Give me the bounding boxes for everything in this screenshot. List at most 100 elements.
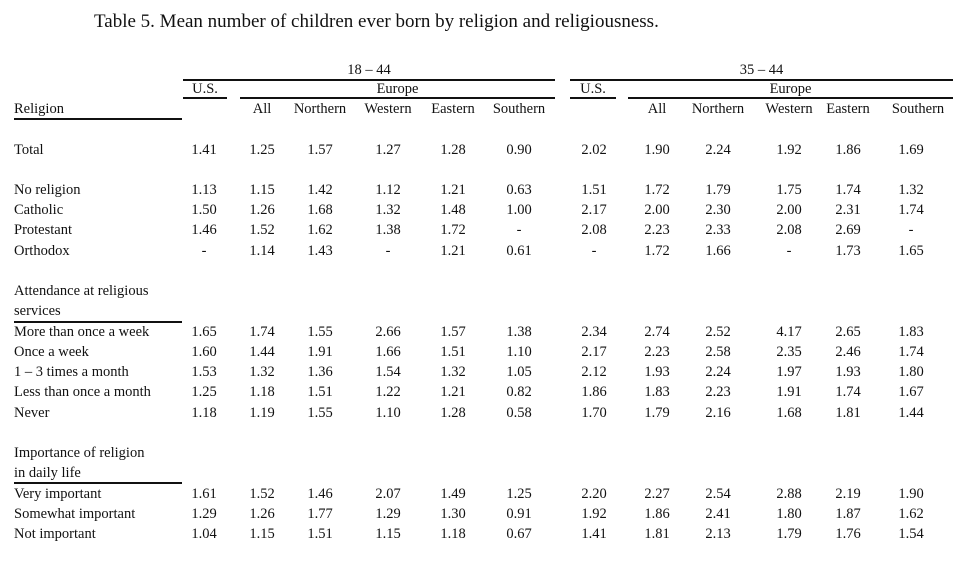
table-cell: 1.19 — [249, 405, 275, 421]
table-cell: 1.80 — [898, 364, 924, 380]
subheader-southern-left: Southern — [492, 101, 546, 117]
table-cell: 0.91 — [506, 506, 532, 522]
row-label: No religion — [14, 182, 81, 198]
table-cell: 1.49 — [440, 486, 466, 502]
table-cell: 1.62 — [898, 506, 924, 522]
table-cell: 1.41 — [191, 142, 217, 158]
table-cell: 1.00 — [506, 202, 532, 218]
table-cell: 2.12 — [581, 364, 607, 380]
row-label: Protestant — [14, 222, 72, 238]
table-cell: 1.18 — [440, 526, 466, 542]
table-cell: 1.74 — [898, 344, 924, 360]
row-label: Once a week — [14, 344, 89, 360]
table-cell: 2.00 — [644, 202, 670, 218]
table-cell: - — [591, 243, 597, 259]
table-cell: 1.81 — [835, 405, 861, 421]
table-cell: 1.13 — [191, 182, 217, 198]
table-cell: 1.10 — [375, 405, 401, 421]
table-cell: 1.52 — [249, 486, 275, 502]
table-cell: 1.41 — [581, 526, 607, 542]
table-cell: 1.73 — [835, 243, 861, 259]
table-cell: 1.66 — [375, 344, 401, 360]
rule-us-right — [570, 97, 616, 99]
table-cell: 0.61 — [506, 243, 532, 259]
table-cell: 2.66 — [375, 324, 401, 340]
section-attendance-line2: services — [14, 303, 61, 319]
subheader-all-right: All — [647, 101, 667, 117]
table-cell: 1.72 — [440, 222, 466, 238]
table-cell: 1.27 — [375, 142, 401, 158]
table-cell: 2.02 — [581, 142, 607, 158]
table-cell: 2.27 — [644, 486, 670, 502]
table-cell: 1.25 — [249, 142, 275, 158]
table-cell: 2.30 — [705, 202, 731, 218]
table-cell: 1.32 — [898, 182, 924, 198]
row-label: Not important — [14, 526, 96, 542]
religion-header: Religion — [14, 101, 64, 117]
table-cell: 2.23 — [705, 384, 731, 400]
table-cell: 2.00 — [776, 202, 802, 218]
table-cell: 1.51 — [307, 526, 333, 542]
table-cell: 1.38 — [375, 222, 401, 238]
table-cell: 1.53 — [191, 364, 217, 380]
table-cell: 1.74 — [898, 202, 924, 218]
table-cell: 0.63 — [506, 182, 532, 198]
table-cell: 1.05 — [506, 364, 532, 380]
table-cell: 2.17 — [581, 344, 607, 360]
table-cell: 2.74 — [644, 324, 670, 340]
table-title: Table 5. Mean number of children ever bo… — [94, 11, 659, 32]
table-cell: 1.54 — [375, 364, 401, 380]
table-cell: 2.08 — [581, 222, 607, 238]
table-cell: 1.18 — [191, 405, 217, 421]
table-cell: 1.50 — [191, 202, 217, 218]
table-cell: 1.26 — [249, 506, 275, 522]
table-cell: 1.52 — [249, 222, 275, 238]
table-cell: 0.82 — [506, 384, 532, 400]
section-importance-line2: in daily life — [14, 465, 81, 481]
table-cell: 1.21 — [440, 182, 466, 198]
table-cell: 1.04 — [191, 526, 217, 542]
table-cell: 1.32 — [375, 202, 401, 218]
table-cell: 2.33 — [705, 222, 731, 238]
table-cell: - — [201, 243, 207, 259]
table-cell: 1.32 — [249, 364, 275, 380]
table-cell: 1.91 — [776, 384, 802, 400]
table-cell: 1.74 — [835, 384, 861, 400]
table-cell: 1.81 — [644, 526, 670, 542]
table-cell: 1.67 — [898, 384, 924, 400]
table-cell: 1.21 — [440, 384, 466, 400]
table-cell: 1.55 — [307, 324, 333, 340]
table-cell: 1.28 — [440, 405, 466, 421]
table-cell: 1.72 — [644, 243, 670, 259]
table-cell: 1.79 — [644, 405, 670, 421]
table-cell: 1.57 — [307, 142, 333, 158]
table-cell: 1.74 — [249, 324, 275, 340]
table-cell: 2.13 — [705, 526, 731, 542]
table-cell: 1.46 — [191, 222, 217, 238]
table-cell: 1.38 — [506, 324, 532, 340]
table-cell: 2.54 — [705, 486, 731, 502]
table-cell: 1.68 — [776, 405, 802, 421]
table-cell: 1.48 — [440, 202, 466, 218]
table-cell: 1.97 — [776, 364, 802, 380]
rule-attendance — [14, 321, 182, 323]
table-cell: 1.15 — [375, 526, 401, 542]
table-cell: 2.23 — [644, 222, 670, 238]
table-cell: 1.70 — [581, 405, 607, 421]
table-cell: 2.24 — [705, 364, 731, 380]
table-cell: 1.69 — [898, 142, 924, 158]
table-cell: 2.20 — [581, 486, 607, 502]
subheader-southern-right: Southern — [891, 101, 945, 117]
table-cell: 1.65 — [191, 324, 217, 340]
table-cell: 1.51 — [307, 384, 333, 400]
section-importance-line1: Importance of religion — [14, 445, 145, 461]
rule-left-group — [183, 79, 555, 81]
table-cell: 1.28 — [440, 142, 466, 158]
row-label: Very important — [14, 486, 102, 502]
table-cell: 2.16 — [705, 405, 731, 421]
table-cell: 1.90 — [898, 486, 924, 502]
table-cell: 2.88 — [776, 486, 802, 502]
table-cell: 2.07 — [375, 486, 401, 502]
row-label: Orthodox — [14, 243, 70, 259]
table-cell: 1.75 — [776, 182, 802, 198]
